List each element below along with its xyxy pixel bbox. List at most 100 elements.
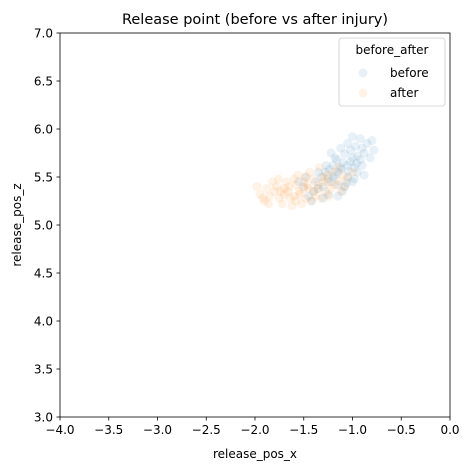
data-point-after — [322, 170, 332, 180]
data-point-after — [297, 199, 307, 209]
x-tick-label: −3.0 — [143, 423, 172, 437]
x-tick-label: −4.0 — [45, 423, 74, 437]
data-point-before — [359, 170, 369, 180]
data-point-before — [332, 155, 342, 165]
data-point-before — [326, 148, 336, 158]
data-point-after — [309, 174, 318, 184]
data-point-before — [357, 160, 367, 170]
data-point-before — [355, 134, 365, 144]
data-point-after — [314, 162, 324, 172]
data-point-before — [330, 170, 340, 180]
data-point-before — [333, 180, 343, 190]
data-point-before — [342, 178, 352, 188]
data-point-before — [316, 172, 326, 182]
data-point-before — [352, 167, 362, 177]
data-point-after — [291, 196, 301, 206]
legend-marker-before — [358, 68, 368, 78]
data-point-before — [344, 166, 354, 176]
data-point-after — [299, 184, 309, 194]
data-point-before — [343, 172, 353, 182]
data-point-after — [275, 186, 285, 196]
data-point-before — [348, 177, 357, 187]
data-point-before — [343, 138, 353, 148]
data-point-after — [343, 174, 353, 184]
data-point-after — [283, 186, 293, 196]
data-point-before — [304, 191, 314, 201]
data-point-after — [264, 199, 274, 209]
data-point-after — [265, 191, 275, 201]
legend-box — [338, 37, 446, 107]
data-point-before — [346, 157, 356, 167]
data-point-after — [309, 186, 318, 196]
data-point-before — [359, 148, 369, 158]
data-point-after — [307, 196, 317, 206]
legend-title: before_after — [355, 43, 428, 57]
data-point-after — [301, 172, 311, 182]
data-point-after — [268, 177, 278, 187]
points-layer — [252, 132, 379, 211]
data-point-after — [336, 186, 346, 196]
data-point-after — [330, 180, 340, 190]
data-point-before — [328, 160, 338, 170]
data-point-before — [369, 145, 379, 155]
data-point-before — [365, 153, 375, 163]
data-point-before — [349, 174, 359, 184]
x-tick-label: −1.5 — [289, 423, 318, 437]
data-point-before — [333, 191, 343, 201]
data-point-after — [285, 193, 295, 203]
data-point-after — [328, 167, 338, 177]
data-point-after — [284, 182, 294, 192]
data-point-before — [333, 167, 343, 177]
data-point-before — [352, 151, 362, 161]
data-point-before — [338, 186, 348, 196]
data-point-before — [340, 149, 350, 159]
data-point-after — [299, 177, 309, 187]
data-point-after — [274, 193, 284, 203]
y-tick-label: 5.0 — [34, 219, 53, 233]
x-tick-label: −3.5 — [94, 423, 123, 437]
data-point-before — [336, 162, 346, 172]
legend-label-before: before — [390, 66, 429, 80]
data-point-after — [348, 167, 357, 177]
data-point-before — [350, 141, 360, 151]
data-point-before — [310, 177, 320, 187]
data-point-before — [318, 182, 328, 192]
legend: before_after before after — [338, 37, 446, 107]
data-point-before — [294, 177, 304, 187]
data-point-after — [293, 170, 303, 180]
data-point-after — [271, 182, 281, 192]
legend-label-after: after — [390, 86, 418, 100]
x-tick-label: 0.0 — [440, 423, 459, 437]
data-point-after — [312, 184, 322, 194]
data-point-before — [313, 184, 323, 194]
data-point-after — [305, 167, 315, 177]
data-point-before — [330, 153, 340, 163]
data-point-after — [316, 193, 326, 203]
data-point-before — [324, 164, 334, 174]
data-point-after — [252, 182, 262, 192]
x-tick-label: −0.5 — [387, 423, 416, 437]
data-point-after — [338, 170, 348, 180]
data-point-before — [343, 160, 353, 170]
data-point-before — [321, 160, 331, 170]
data-point-after — [318, 177, 328, 187]
data-point-after — [255, 189, 265, 199]
data-point-before — [351, 159, 361, 169]
data-point-after — [258, 193, 268, 203]
y-tick-label: 4.5 — [34, 267, 53, 281]
data-point-before — [307, 196, 317, 206]
data-point-after — [262, 184, 272, 194]
data-point-before — [355, 155, 365, 165]
data-point-before — [323, 189, 333, 199]
data-point-before — [323, 174, 333, 184]
data-point-before — [326, 177, 336, 187]
data-point-before — [348, 132, 357, 142]
data-point-after — [294, 186, 304, 196]
data-point-after — [303, 180, 313, 190]
y-tick-label: 6.5 — [34, 75, 53, 89]
data-point-before — [301, 172, 311, 182]
data-point-after — [287, 201, 297, 211]
data-point-after — [260, 196, 270, 206]
data-point-before — [309, 186, 318, 196]
chart-title: Release point (before vs after injury) — [122, 12, 388, 28]
